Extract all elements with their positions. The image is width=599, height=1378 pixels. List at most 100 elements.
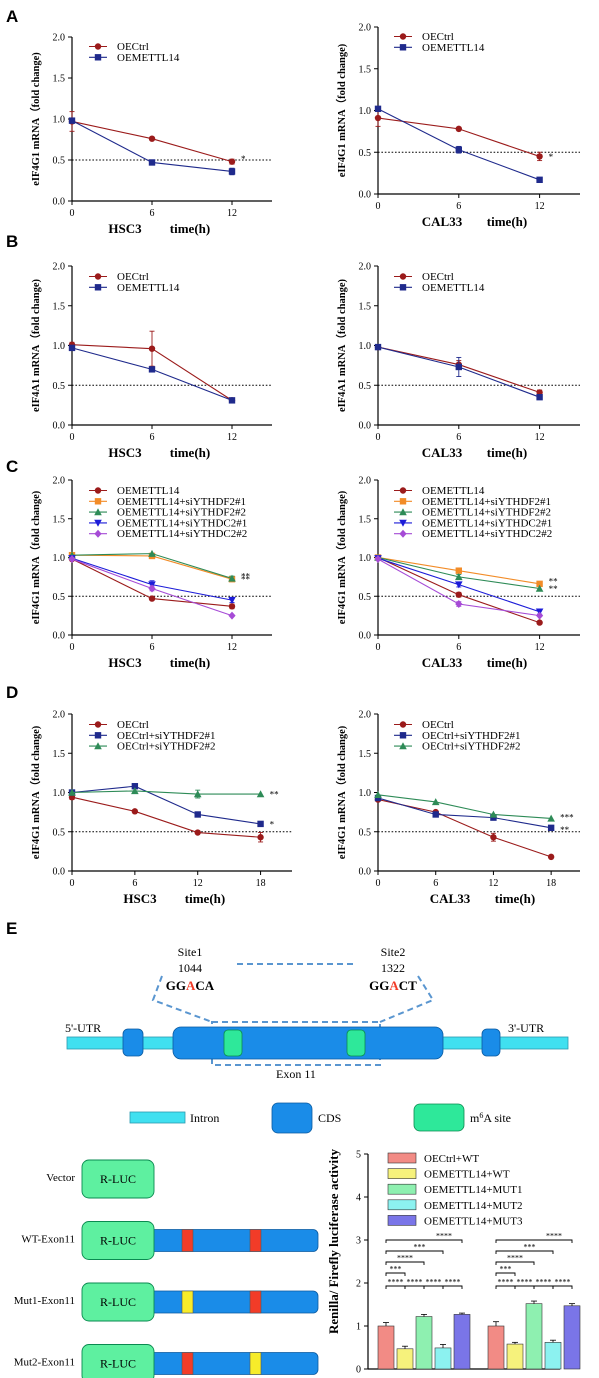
y-axis-label: eIF4G1 mRNA（fold change)	[29, 490, 42, 624]
y-tick-label: 1.5	[359, 749, 372, 760]
y-axis-label: Renilla/ Firefly luciferase activity	[326, 1149, 341, 1334]
y-tick-label: 1.5	[359, 64, 372, 75]
seq-part: CT	[399, 978, 417, 993]
y-tick-label: 2.0	[359, 710, 372, 721]
y-tick-label: 0.5	[359, 381, 372, 392]
y-tick-label: 1.0	[359, 553, 372, 564]
x-axis-label: time(h)	[170, 445, 210, 460]
data-point	[455, 600, 463, 608]
data-point	[68, 344, 76, 352]
panel-letter-a: A	[6, 7, 18, 26]
x-tick-label: 6	[456, 642, 461, 653]
utr5-label: 5'-UTR	[65, 1021, 101, 1035]
significance-bracket	[495, 1250, 554, 1254]
data-point	[374, 555, 382, 564]
legend-label: OEMETTL14	[117, 52, 180, 64]
series-oectrl-siythdf2-2: OECtrl+siYTHDF2#2	[374, 741, 555, 822]
y-tick-label: 0.5	[53, 827, 66, 838]
series-line	[377, 794, 552, 819]
significance-mark: *	[549, 152, 554, 162]
panel-letter-b: B	[6, 232, 18, 251]
construct-label: WT-Exon11	[21, 1234, 75, 1246]
x-axis-label: time(h)	[495, 891, 535, 906]
legend-swatch	[387, 1168, 417, 1179]
data-point	[490, 834, 497, 841]
bar	[434, 1347, 452, 1370]
significance-bracket	[552, 1285, 573, 1289]
series-line	[71, 796, 261, 838]
bar-group-hsc3: HSC3******************************	[377, 1232, 471, 1378]
legend-intron-label: Intron	[190, 1111, 219, 1125]
y-tick-label: 1	[356, 1322, 361, 1333]
chart-d1: 0.0 0.5 1.0 1.5 2.0 0 6 12 18 eIF4G1 mRNA（fold ch…	[29, 710, 292, 906]
series-oemettl14-siythdf2-1: OEMETTL14+siYTHDF2#1	[374, 496, 551, 588]
data-point	[148, 366, 156, 373]
y-tick-label: 2	[356, 1279, 361, 1290]
legend-marker	[94, 273, 102, 280]
data-point	[535, 584, 544, 592]
legend-label: OEMETTL14+WT	[424, 1169, 510, 1181]
data-point	[374, 791, 382, 799]
data-point	[455, 581, 463, 589]
chart-b1: 0.0 0.5 1.0 1.5 2.0 0 6 12 eIF4A1 mRNA（fold chan…	[29, 262, 272, 460]
cell-line-label: HSC3	[108, 221, 142, 236]
legend-label: OECtrl	[422, 271, 454, 283]
data-point	[228, 611, 236, 620]
significance-mark: **	[270, 790, 280, 800]
significance-mark: ***	[560, 812, 574, 822]
site2-title: Site2	[381, 945, 406, 959]
legend-label: OECtrl+siYTHDF2#1	[422, 730, 520, 742]
legend-label: OEMETTL14+siYTHDC2#2	[422, 528, 552, 540]
data-point	[455, 567, 462, 574]
data-point	[228, 574, 236, 582]
y-tick-label: 1.0	[359, 106, 372, 117]
legend-swatch	[387, 1183, 417, 1195]
legend-label: OEMETTL14+MUT2	[424, 1200, 522, 1212]
y-tick-label: 2.0	[359, 262, 372, 273]
data-point	[148, 135, 156, 142]
y-axis-label: eIF4A1 mRNA（fold change)	[29, 279, 42, 412]
significance-mark: **	[560, 825, 570, 835]
data-point	[194, 829, 201, 836]
y-tick-label: 0.0	[53, 867, 66, 878]
legend-label: OEMETTL14	[422, 282, 485, 294]
series-oectrl: OECtrl	[68, 271, 236, 404]
significance-mark: **	[241, 575, 251, 585]
y-axis-label: eIF4G1 mRNA（fold change)	[29, 725, 42, 859]
chart-c1: 0.0 0.5 1.0 1.5 2.0 0 6 12 eIF4G1 mRNA（fold chan…	[29, 476, 272, 670]
y-axis-label: eIF4G1 mRNA（fold change)	[335, 725, 348, 859]
data-point	[228, 168, 236, 175]
significance-mark: **	[549, 584, 559, 594]
legend-label: OEMETTL14+siYTHDC2#1	[422, 517, 552, 529]
construct-mut1-exon11: Mut1-Exon11 R-LUC	[14, 1282, 319, 1322]
y-tick-label: 5	[356, 1150, 361, 1161]
y-tick-label: 2.0	[53, 476, 66, 487]
chart-d2: 0.0 0.5 1.0 1.5 2.0 0 6 12 18 eIF4G1 mRNA（fold ch…	[335, 710, 580, 906]
legend-label: OEMETTL14	[422, 485, 485, 497]
significance-bracket	[495, 1272, 516, 1276]
y-tick-label: 0.5	[53, 156, 66, 167]
significance-mark: **	[241, 572, 251, 582]
x-tick-label: 12	[227, 208, 237, 219]
significance-mark: *	[241, 154, 246, 164]
legend-marker	[399, 284, 407, 291]
legend-marker	[94, 519, 102, 527]
legend-label: OECtrl+siYTHDF2#2	[422, 741, 520, 753]
significance-bracket	[385, 1261, 425, 1265]
data-point	[455, 591, 462, 598]
x-tick-label: 12	[227, 642, 237, 653]
series-oemettl14: OEMETTL14	[374, 282, 543, 401]
significance-stars: ****	[426, 1278, 442, 1287]
x-tick-label: 12	[535, 201, 545, 212]
legend-cds-label: CDS	[318, 1111, 341, 1125]
legend-marker	[399, 44, 407, 51]
y-axis-label: eIF4G1 mRNA（fold change)	[335, 43, 348, 177]
exon11-insert	[147, 1229, 319, 1252]
wt-site	[181, 1352, 194, 1375]
series-oemettl14-siythdc2-2: OEMETTL14+siYTHDC2#2	[374, 528, 552, 620]
y-tick-label: 0.0	[53, 631, 66, 642]
legend-marker	[94, 742, 102, 750]
legend-marker	[94, 487, 102, 494]
x-tick-label: 6	[150, 642, 155, 653]
y-tick-label: 2.0	[359, 476, 372, 487]
